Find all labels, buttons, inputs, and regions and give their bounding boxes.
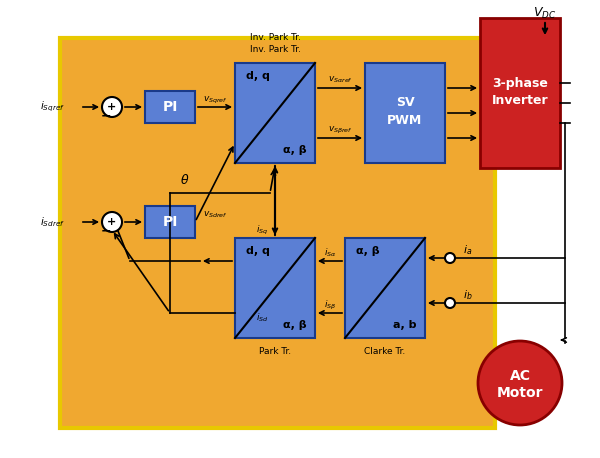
Text: −: − — [101, 224, 111, 238]
Text: Inverter: Inverter — [491, 93, 548, 107]
Text: −: − — [101, 109, 111, 122]
Text: $v_{Sβref}$: $v_{Sβref}$ — [328, 125, 352, 136]
Text: PI: PI — [163, 215, 178, 229]
Text: AC: AC — [509, 369, 530, 383]
Text: $v_{Sdref}$: $v_{Sdref}$ — [203, 210, 227, 220]
Text: Inv. Park Tr.: Inv. Park Tr. — [250, 45, 301, 55]
Text: +: + — [107, 102, 116, 112]
FancyBboxPatch shape — [235, 238, 315, 338]
Text: $i_{Sq}$: $i_{Sq}$ — [256, 224, 268, 236]
Text: α, β: α, β — [283, 320, 307, 330]
FancyBboxPatch shape — [480, 18, 560, 168]
FancyBboxPatch shape — [235, 63, 315, 163]
Circle shape — [478, 341, 562, 425]
FancyBboxPatch shape — [60, 38, 495, 428]
FancyBboxPatch shape — [145, 91, 195, 123]
FancyBboxPatch shape — [145, 206, 195, 238]
Text: PI: PI — [163, 100, 178, 114]
Text: α, β: α, β — [283, 145, 307, 155]
Circle shape — [445, 253, 455, 263]
Text: $V_{DC}$: $V_{DC}$ — [533, 5, 557, 21]
Text: +: + — [107, 217, 116, 227]
Text: α, β: α, β — [356, 246, 380, 256]
Text: 3-phase: 3-phase — [492, 76, 548, 89]
Text: $i_{Sdref}$: $i_{Sdref}$ — [40, 215, 65, 229]
Circle shape — [102, 212, 122, 232]
Text: θ: θ — [181, 174, 189, 186]
Text: $i_a$: $i_a$ — [463, 243, 473, 257]
Text: $i_{Sα}$: $i_{Sα}$ — [323, 247, 337, 259]
Text: $i_{Sd}$: $i_{Sd}$ — [256, 312, 268, 324]
Text: d, q: d, q — [246, 71, 270, 81]
Text: Inv. Park Tr.: Inv. Park Tr. — [250, 33, 301, 43]
FancyBboxPatch shape — [345, 238, 425, 338]
Text: Clarke Tr.: Clarke Tr. — [364, 347, 406, 355]
Text: $i_{Sqref}$: $i_{Sqref}$ — [40, 100, 65, 114]
Circle shape — [445, 298, 455, 308]
Text: SV: SV — [395, 97, 415, 109]
Circle shape — [102, 97, 122, 117]
Text: $i_{Sβ}$: $i_{Sβ}$ — [324, 299, 336, 311]
FancyBboxPatch shape — [365, 63, 445, 163]
Text: a, b: a, b — [393, 320, 417, 330]
Text: $v_{Sqref}$: $v_{Sqref}$ — [203, 94, 227, 105]
Text: Park Tr.: Park Tr. — [259, 347, 291, 355]
Text: Motor: Motor — [497, 386, 543, 400]
Text: d, q: d, q — [246, 246, 270, 256]
Text: $v_{Sαref}$: $v_{Sαref}$ — [328, 75, 352, 85]
Text: $i_b$: $i_b$ — [463, 288, 473, 302]
Text: PWM: PWM — [388, 114, 422, 126]
